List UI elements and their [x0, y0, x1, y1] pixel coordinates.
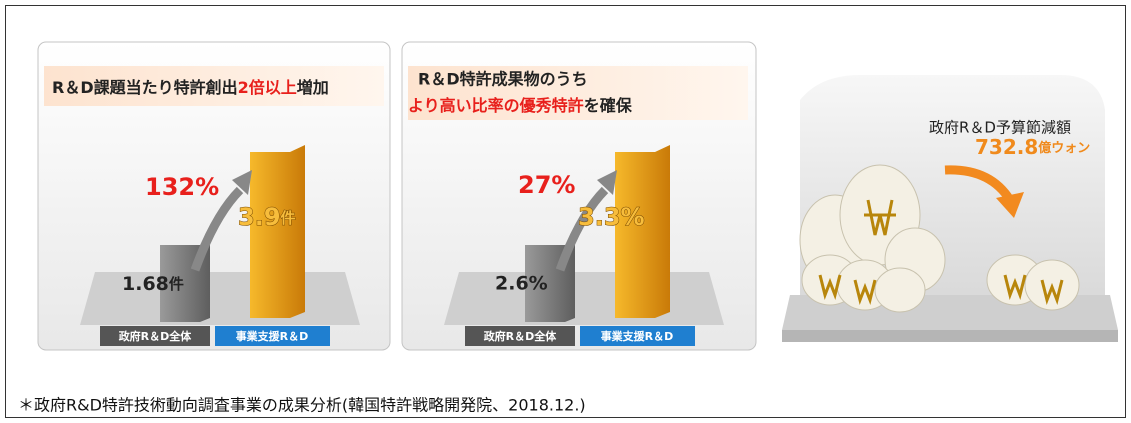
arrow-head: [996, 192, 1024, 218]
panel: R＆D課題当たり特許創出2倍以上増加 132% 1.68件 3.9件 政府R＆D…: [37, 41, 391, 351]
title-part: R＆D課題当たり特許創出: [52, 78, 238, 97]
bar-orange: [615, 145, 670, 318]
platform-edge: [782, 330, 1118, 342]
won-symbols: [818, 199, 1064, 305]
bar-orange: [250, 145, 305, 318]
title-highlight: より高い比率の優秀特許: [408, 96, 584, 115]
caption: ＊政府R&D特許技術動向調査事業の成果分析(韓国特許戦略開発院、2018.12.…: [18, 396, 586, 415]
title-part: を確保: [584, 96, 633, 115]
panel-title: R＆D課題当たり特許創出2倍以上増加: [52, 78, 329, 97]
growth: 132%: [145, 173, 219, 201]
arrow-head: [597, 170, 617, 195]
panel-title: R＆D特許成果物のうち: [418, 70, 588, 89]
label-bg: [215, 326, 330, 346]
platform: [444, 272, 724, 325]
label-bg: [100, 326, 210, 346]
value: 1.68: [122, 273, 169, 295]
bar-label: 政府R＆D全体: [119, 329, 193, 343]
unit: 億ウォン: [1038, 140, 1090, 156]
label-bg: [465, 326, 575, 346]
bar-value: 1.68件: [122, 273, 184, 295]
growth: 27%: [518, 171, 575, 199]
panel: R＆D特許成果物のうち より高い比率の優秀特許を確保 27% 2.6% 3.3%…: [401, 41, 757, 351]
panel: 政府R＆D予算節減額 732.8億ウォン: [768, 62, 1118, 345]
bar-value: 3.3%: [578, 203, 645, 231]
arrow: [190, 186, 244, 272]
bar-value: 3.9件: [238, 203, 296, 231]
title-highlight: 2倍以上: [238, 78, 297, 97]
arrow-head: [232, 170, 252, 195]
label-bg: [580, 326, 695, 346]
title-band: [44, 66, 384, 106]
bar-value: 2.6%: [495, 273, 548, 295]
unit: 件: [281, 209, 296, 227]
savings-label: 政府R＆D予算節減額: [929, 119, 1071, 137]
savings-amount: 732.8億ウォン: [975, 135, 1090, 159]
value: 3.9: [238, 203, 281, 231]
bar-label: 事業支援R＆D: [236, 329, 309, 343]
value: 732.8: [975, 135, 1038, 159]
panel-title: より高い比率の優秀特許を確保: [408, 96, 633, 115]
title-band: [408, 66, 748, 120]
arrow: [555, 186, 609, 272]
title-part: 増加: [297, 78, 329, 97]
bar-label: 事業支援R＆D: [601, 329, 674, 343]
unit: 件: [169, 275, 184, 293]
bar-label: 政府R＆D全体: [484, 329, 558, 343]
arrow: [944, 165, 1014, 203]
